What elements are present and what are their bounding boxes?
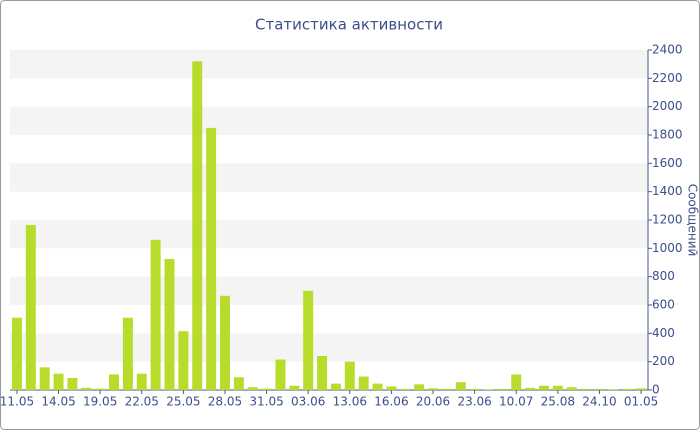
x-tick-label: 16.06 <box>374 395 408 409</box>
x-tick-label: 22.05 <box>125 395 159 409</box>
bar <box>622 388 633 390</box>
bar <box>136 373 147 390</box>
bar <box>608 389 619 390</box>
bar <box>317 356 328 390</box>
grid-band <box>10 50 648 79</box>
bar <box>441 388 452 390</box>
y-tick-label: 1400 <box>652 184 683 198</box>
y-tick-label: 400 <box>652 326 675 340</box>
x-tick-label: 11.05 <box>0 395 34 409</box>
bar <box>469 388 480 390</box>
x-tick-label: 23.06 <box>457 395 491 409</box>
bar <box>414 384 425 390</box>
bar <box>511 374 522 390</box>
bar <box>303 290 314 390</box>
bar <box>525 387 536 390</box>
bar <box>386 386 397 390</box>
bar <box>538 385 549 390</box>
y-tick-label: 2400 <box>652 43 683 57</box>
grid-band <box>10 276 648 305</box>
y-tick-label: 2000 <box>652 99 683 113</box>
y-tick-label: 200 <box>652 354 675 368</box>
bar <box>122 317 133 390</box>
bar <box>25 224 36 390</box>
bar <box>580 388 591 390</box>
bar <box>497 388 508 390</box>
bar <box>11 317 22 390</box>
bar <box>81 387 92 390</box>
bar <box>53 373 64 390</box>
y-tick-label: 0 <box>652 383 660 397</box>
bar <box>566 387 577 390</box>
bar <box>400 388 411 390</box>
y-tick-label: 1000 <box>652 241 683 255</box>
bar <box>95 388 106 390</box>
bar <box>39 367 50 390</box>
bar <box>150 239 161 390</box>
x-tick-label: 24.10 <box>582 395 616 409</box>
x-tick-label: 25.05 <box>166 395 200 409</box>
y-tick-label: 1800 <box>652 128 683 142</box>
bar <box>206 127 217 391</box>
y-tick-label: 1200 <box>652 213 683 227</box>
bar <box>594 388 605 390</box>
x-tick-label: 20.06 <box>416 395 450 409</box>
x-tick-label: 01.05 <box>624 395 658 409</box>
bar <box>455 382 466 390</box>
bar <box>275 359 286 390</box>
bar <box>552 385 563 390</box>
x-tick-label: 31.05 <box>249 395 283 409</box>
x-tick-label: 28.05 <box>208 395 242 409</box>
bar <box>178 331 189 390</box>
chart-title: Статистика активности <box>255 16 443 34</box>
grid-band <box>10 220 648 249</box>
bar <box>330 383 341 390</box>
bar <box>261 388 272 390</box>
bar <box>372 383 383 390</box>
bar <box>636 388 647 390</box>
bar <box>428 388 439 390</box>
bar <box>233 377 244 390</box>
bar <box>219 295 230 390</box>
y-tick-label: 2200 <box>652 71 683 85</box>
bar <box>109 374 120 390</box>
y-tick-label: 800 <box>652 269 675 283</box>
bar <box>483 389 494 390</box>
y-axis-title: Сообщений <box>686 184 700 257</box>
x-tick-label: 13.06 <box>333 395 367 409</box>
x-tick-label: 19.05 <box>83 395 117 409</box>
x-tick-label: 14.05 <box>41 395 75 409</box>
y-tick-label: 600 <box>652 298 675 312</box>
x-tick-label: 25.08 <box>541 395 575 409</box>
bar <box>67 377 78 390</box>
y-tick-label: 1600 <box>652 156 683 170</box>
bar <box>344 361 355 390</box>
bar <box>164 258 175 390</box>
bar <box>192 61 203 390</box>
grid-band <box>10 333 648 362</box>
bar <box>289 385 300 390</box>
bar <box>358 376 369 390</box>
x-tick-label: 10.07 <box>499 395 533 409</box>
grid-band <box>10 163 648 192</box>
x-tick-label: 03.06 <box>291 395 325 409</box>
bar <box>247 387 258 390</box>
grid-band <box>10 106 648 135</box>
